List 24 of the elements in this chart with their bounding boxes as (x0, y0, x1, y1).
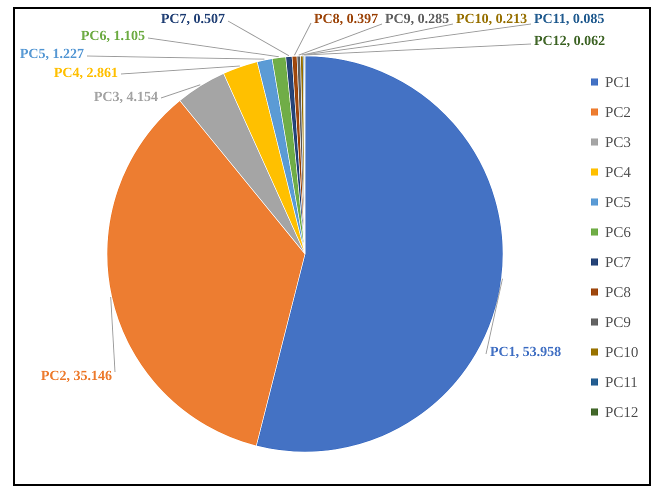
legend-label: PC5 (605, 195, 631, 211)
legend-label: PC1 (605, 75, 631, 91)
legend-label: PC10 (605, 345, 638, 361)
data-label: PC10, 0.213 (456, 12, 528, 27)
legend-label: PC7 (605, 255, 632, 271)
legend-label: PC12 (605, 405, 638, 421)
legend-label: PC6 (605, 225, 632, 241)
data-label: PC2, 35.146 (40, 369, 112, 384)
data-label: PC11, 0.085 (534, 12, 604, 27)
data-label: PC6, 1.105 (80, 29, 145, 44)
data-label: PC3, 4.154 (94, 90, 158, 105)
legend-label: PC9 (605, 315, 631, 331)
data-label: PC8, 0.397 (314, 12, 378, 27)
data-label: PC9, 0.285 (385, 12, 450, 27)
legend-label: PC4 (605, 165, 632, 181)
data-label: PC5, 1.227 (20, 47, 84, 62)
data-label: PC7, 0.507 (160, 12, 225, 27)
legend-label: PC11 (605, 375, 638, 391)
data-label: PC1, 53.958 (490, 345, 562, 360)
data-label: PC4, 2.861 (54, 66, 118, 81)
legend-label: PC3 (605, 135, 631, 151)
data-label: PC12, 0.062 (534, 34, 606, 49)
legend-label: PC2 (605, 105, 631, 121)
legend-label: PC8 (605, 285, 631, 301)
